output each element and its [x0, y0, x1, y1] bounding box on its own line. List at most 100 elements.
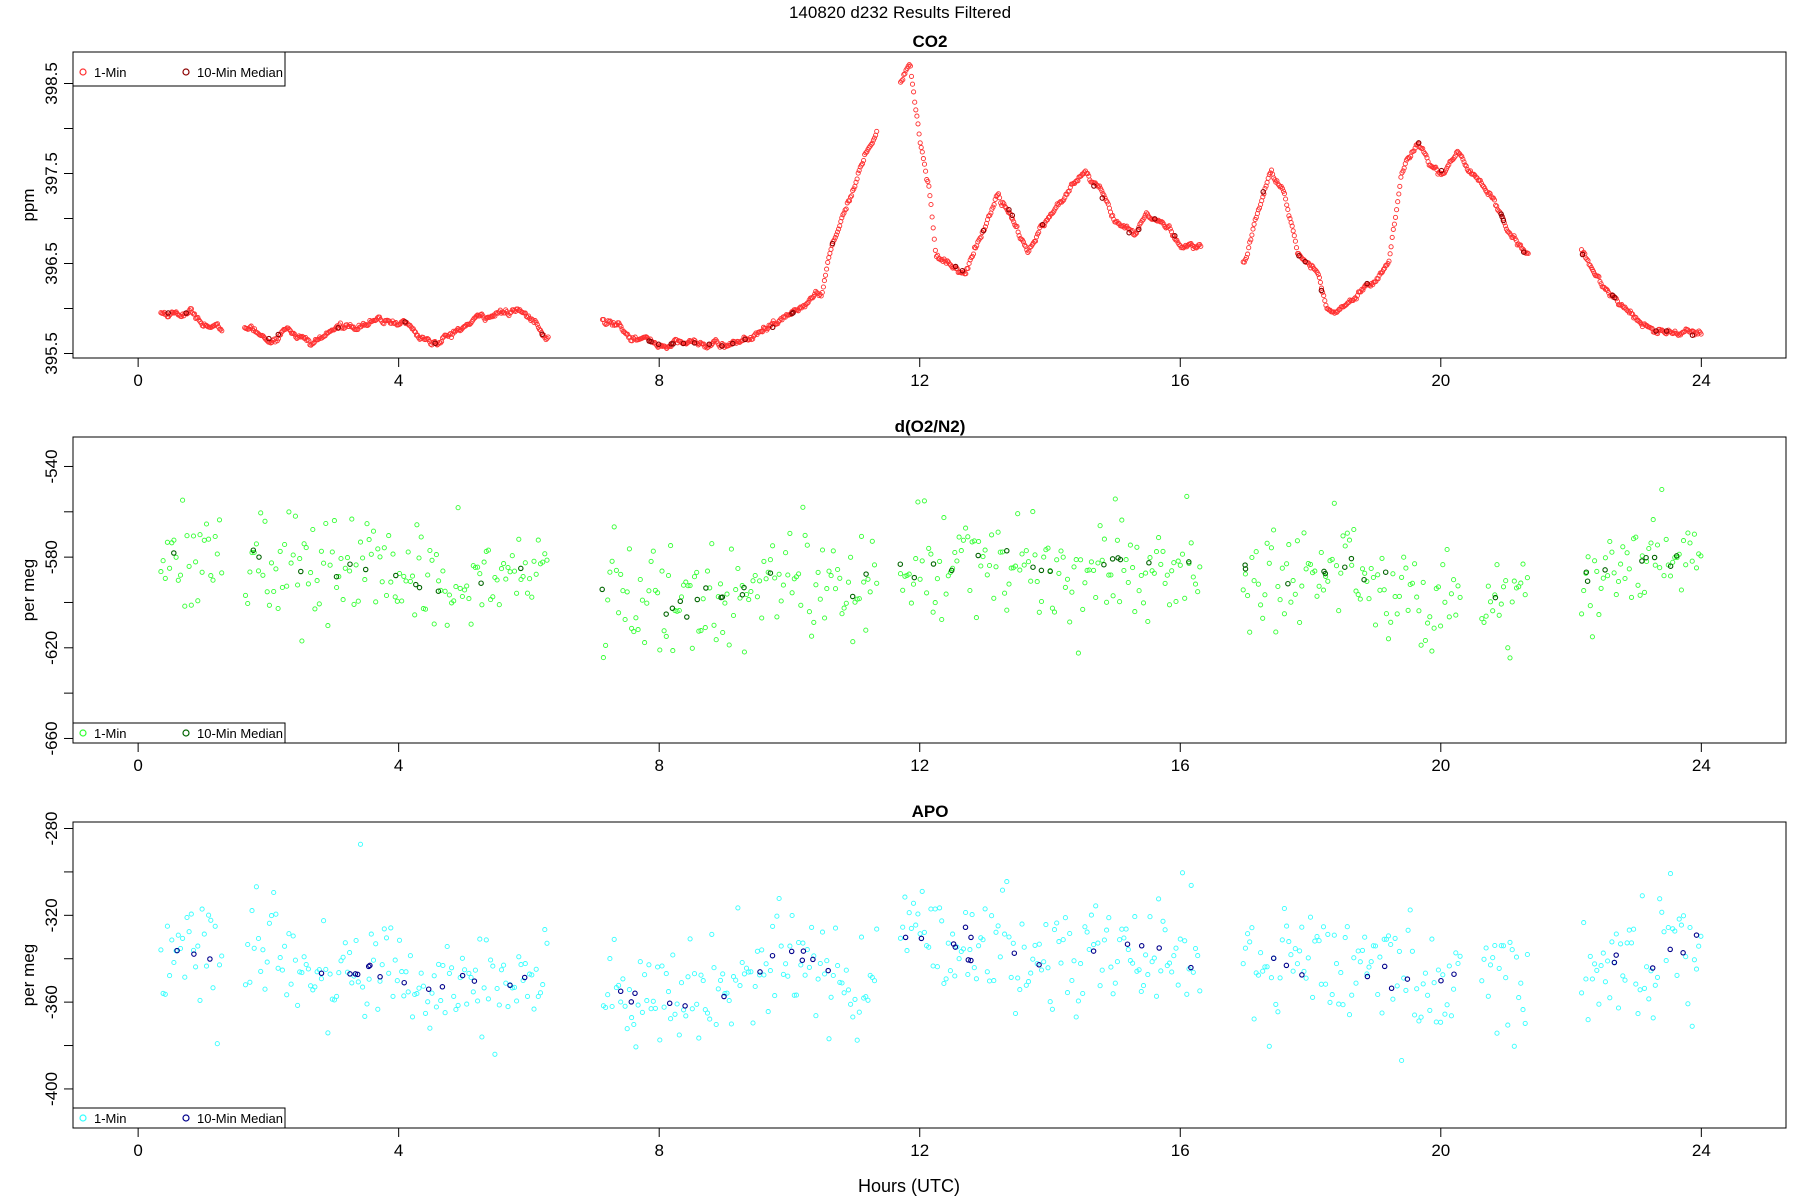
co2-point-1min	[1698, 331, 1704, 337]
apo-point-1min	[1654, 974, 1661, 980]
apo-point-1min	[1147, 914, 1153, 920]
co2-legend: 1-Min 10-Min Median	[72, 51, 286, 87]
co2-point-1min	[1429, 164, 1436, 170]
apo-point-median	[682, 1003, 688, 1009]
apo-point-1min	[1507, 939, 1513, 945]
apo-point-1min	[1418, 1014, 1424, 1020]
o2n2-point-1min	[338, 555, 344, 562]
o2n2-point-1min	[399, 598, 405, 604]
apo-point-1min	[1585, 1017, 1591, 1023]
o2n2-point-1min	[702, 625, 708, 631]
apo-point-1min	[537, 990, 544, 996]
co2-y-tick-label: 397.5	[42, 152, 61, 195]
co2-point-median	[691, 340, 698, 346]
apo-point-1min	[1297, 948, 1303, 954]
apo-point-1min	[874, 926, 880, 932]
o2n2-point-1min	[867, 589, 873, 595]
apo-point-1min	[1667, 871, 1674, 877]
o2n2-point-1min	[644, 600, 650, 606]
co2-point-1min	[1603, 286, 1610, 292]
apo-series-1min	[158, 841, 1704, 1064]
apo-point-median	[965, 957, 972, 963]
co2-point-median	[266, 335, 272, 342]
co2-point-median	[790, 309, 796, 316]
co2-point-1min	[923, 168, 929, 174]
apo-point-1min	[1008, 974, 1014, 980]
co2-point-1min	[658, 342, 664, 348]
apo-point-1min	[633, 1044, 639, 1050]
o2n2-point-1min	[1158, 561, 1164, 567]
co2-point-1min	[179, 314, 185, 320]
apo-point-1min	[904, 948, 910, 954]
apo-point-1min	[501, 962, 507, 968]
o2n2-point-1min	[1299, 583, 1305, 589]
apo-point-1min	[1674, 972, 1680, 978]
o2n2-point-1min	[1607, 538, 1613, 545]
apo-point-1min	[1323, 981, 1329, 987]
o2n2-point-1min	[342, 565, 348, 571]
o2n2-point-1min	[1414, 594, 1420, 600]
apo-point-1min	[707, 1016, 713, 1022]
o2n2-point-1min	[1060, 554, 1066, 560]
o2n2-point-1min	[507, 569, 513, 575]
o2n2-point-1min	[1192, 581, 1199, 587]
o2n2-point-1min	[811, 619, 817, 625]
apo-point-1min	[1366, 964, 1372, 970]
o2n2-point-1min	[1368, 565, 1374, 572]
apo-point-1min	[1288, 952, 1294, 958]
apo-point-1min	[1078, 961, 1084, 967]
apo-point-1min	[1064, 990, 1071, 996]
o2n2-point-1min	[477, 571, 483, 577]
co2-point-1min	[1487, 191, 1493, 197]
apo-point-median	[1036, 962, 1042, 968]
apo-point-1min	[1492, 942, 1498, 949]
co2-point-1min	[1347, 297, 1353, 303]
o2n2-point-1min	[1036, 609, 1042, 615]
o2n2-point-1min	[1303, 566, 1309, 572]
apo-point-1min	[1108, 964, 1114, 970]
o2n2-point-1min	[1394, 611, 1400, 617]
co2-point-1min	[1143, 210, 1149, 216]
co2-point-1min	[456, 327, 462, 333]
apo-point-1min	[362, 1013, 368, 1019]
co2-point-1min	[855, 170, 861, 176]
apo-point-1min	[993, 929, 999, 935]
apo-legend-marker-1min	[79, 1114, 87, 1122]
apo-point-1min	[945, 940, 951, 946]
o2n2-point-median	[250, 547, 257, 553]
apo-point-1min	[778, 943, 784, 949]
o2n2-point-1min	[1097, 523, 1103, 529]
o2n2-point-1min	[1197, 564, 1203, 570]
apo-point-1min	[1381, 936, 1387, 942]
o2n2-point-median	[362, 566, 369, 573]
o2n2-point-1min	[843, 600, 849, 606]
co2-legend-marker-median	[182, 68, 190, 76]
co2-point-1min	[900, 77, 906, 83]
o2n2-point-1min	[728, 546, 734, 552]
apo-point-median	[401, 979, 407, 986]
o2n2-point-1min	[312, 606, 318, 612]
co2-point-1min	[1317, 279, 1323, 285]
apo-point-1min	[1633, 981, 1639, 987]
apo-point-1min	[739, 959, 745, 966]
apo-point-1min	[1286, 939, 1292, 945]
o2n2-point-1min	[704, 568, 711, 574]
o2n2-point-1min	[750, 578, 756, 584]
apo-point-median	[757, 969, 763, 975]
o2n2-point-1min	[1062, 584, 1068, 590]
o2n2-point-1min	[1596, 612, 1602, 618]
o2n2-point-1min	[1082, 580, 1088, 586]
apo-point-median	[1156, 945, 1162, 951]
apo-point-1min	[544, 940, 550, 946]
apo-point-1min	[1247, 939, 1253, 945]
co2-point-1min	[1649, 325, 1655, 332]
co2-point-1min	[1274, 178, 1280, 184]
o2n2-point-1min	[1602, 555, 1608, 561]
o2n2-point-1min	[1359, 566, 1366, 572]
apo-point-1min	[737, 983, 743, 989]
apo-point-1min	[1503, 975, 1509, 981]
apo-point-1min	[1182, 938, 1188, 944]
o2n2-point-1min	[509, 553, 515, 559]
apo-point-1min	[1635, 1011, 1641, 1017]
apo-point-1min	[496, 1002, 502, 1008]
